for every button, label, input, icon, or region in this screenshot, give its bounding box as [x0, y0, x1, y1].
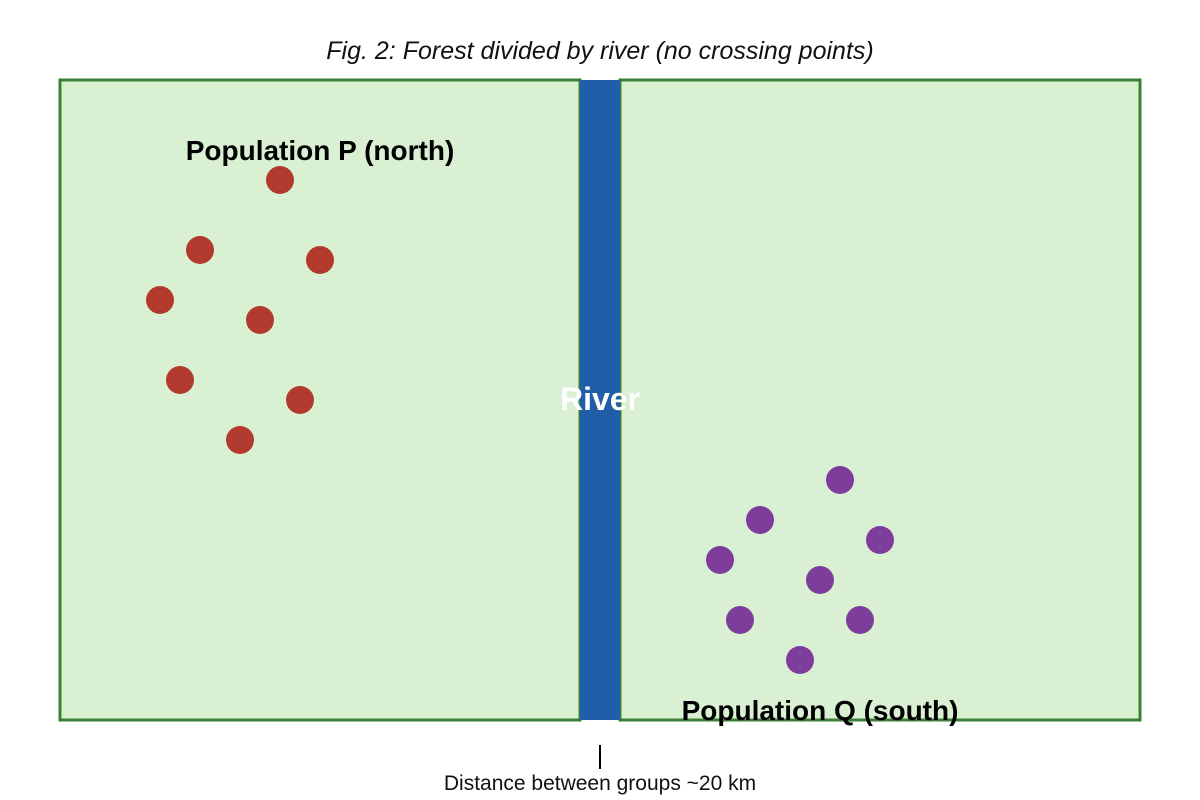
population-p-individual-dot: [226, 426, 254, 454]
population-p-individual-dot: [246, 306, 274, 334]
river-label: River: [560, 381, 640, 417]
population-p-individual-dot: [306, 246, 334, 274]
population-p-label: Population P (north): [186, 135, 455, 166]
population-p-individual-dot: [266, 166, 294, 194]
figure-caption: Fig. 2: Forest divided by river (no cros…: [326, 37, 873, 65]
population-p-group: [146, 166, 334, 454]
population-p-individual-dot: [166, 366, 194, 394]
population-p-individual-dot: [186, 236, 214, 264]
population-q-individual-dot: [846, 606, 874, 634]
population-q-label: Population Q (south): [682, 695, 959, 726]
forest-west-region: [58, 78, 582, 722]
population-q-individual-dot: [786, 646, 814, 674]
river-band: [580, 80, 620, 720]
forest-east-region: [618, 78, 1142, 722]
population-q-individual-dot: [706, 546, 734, 574]
population-q-individual-dot: [746, 506, 774, 534]
population-q-individual-dot: [806, 566, 834, 594]
population-q-group: [706, 466, 894, 674]
population-q-individual-dot: [866, 526, 894, 554]
population-q-individual-dot: [826, 466, 854, 494]
population-p-individual-dot: [286, 386, 314, 414]
population-q-individual-dot: [726, 606, 754, 634]
population-p-individual-dot: [146, 286, 174, 314]
distance-label: Distance between groups ~20 km: [444, 772, 756, 795]
